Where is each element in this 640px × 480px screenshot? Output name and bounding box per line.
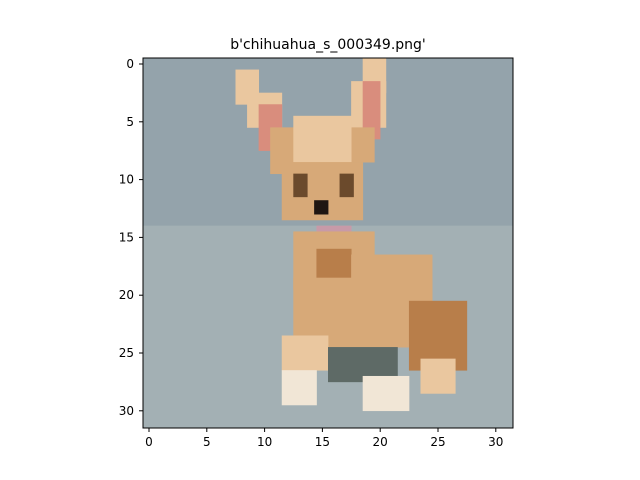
left-eye xyxy=(293,173,308,198)
figure-title: b'chihuahua_s_000349.png' xyxy=(230,37,426,53)
rear-paw xyxy=(420,358,456,394)
x-tick-label: 15 xyxy=(315,435,330,449)
nose xyxy=(314,200,329,215)
x-tick-label: 5 xyxy=(203,435,211,449)
y-tick-label: 30 xyxy=(119,404,134,418)
right-ear xyxy=(351,127,375,163)
paw xyxy=(362,375,410,412)
axes-frame xyxy=(142,57,514,429)
right-ear-inner xyxy=(362,81,381,140)
y-tick-label: 20 xyxy=(119,288,134,302)
y-tick-label: 0 xyxy=(126,57,134,71)
x-tick-label: 20 xyxy=(373,435,388,449)
right-eye xyxy=(339,173,354,198)
x-tick-label: 0 xyxy=(145,435,153,449)
y-tick-label: 15 xyxy=(119,230,134,244)
y-axis: 0 5 10 15 20 25 30 xyxy=(119,57,143,418)
x-tick-label: 10 xyxy=(257,435,272,449)
x-tick-label: 25 xyxy=(430,435,445,449)
x-axis: 0 5 10 15 20 25 30 xyxy=(145,428,503,449)
pixelated-chihuahua-image xyxy=(143,58,514,429)
paw xyxy=(281,370,317,406)
chest-shadow xyxy=(316,248,352,279)
y-tick-label: 10 xyxy=(119,173,134,187)
y-tick-label: 25 xyxy=(119,346,134,360)
front-leg xyxy=(281,335,329,371)
y-tick-label: 5 xyxy=(126,115,134,129)
x-tick-label: 30 xyxy=(488,435,503,449)
